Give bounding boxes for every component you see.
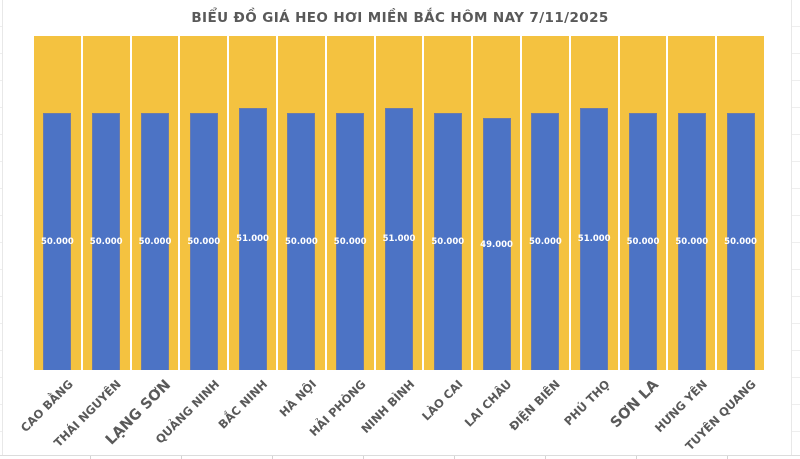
category-column: 51.000 (375, 36, 423, 370)
bar-value-label: 50.000 (675, 237, 709, 248)
x-axis-label: THÁI NGUYÊN (51, 377, 125, 450)
bar-value-label: 50.000 (40, 237, 74, 248)
bar-value-label: 50.000 (187, 237, 221, 248)
category-column: 50.000 (522, 36, 569, 370)
x-axis-label: CAO BẰNG (17, 377, 76, 435)
x-axis-label: SƠN LA (608, 377, 663, 432)
price-bar: 50.000 (724, 113, 757, 370)
x-axis-label: LẠNG SƠN (103, 377, 175, 449)
x-axis-label: QUẢNG NINH (152, 377, 222, 447)
price-bar: 50.000 (626, 113, 660, 370)
price-bar: 50.000 (431, 113, 465, 370)
category-column: 49.000 (473, 36, 520, 370)
bar-value-label: 50.000 (431, 237, 465, 248)
chart-title: BIỂU ĐỒ GIÁ HEO HƠI MIỀN BẮC HÔM NAY 7/1… (191, 10, 609, 26)
category-column: 51.000 (229, 36, 276, 370)
bar-value-label: 50.000 (528, 237, 562, 248)
x-axis-label: HẢI PHÒNG (306, 377, 369, 440)
bar-value-label: 51.000 (577, 234, 611, 245)
bar-value-label: 49.000 (480, 239, 513, 250)
category-column: 50.000 (424, 36, 472, 370)
price-bar: 50.000 (333, 113, 367, 370)
bar-value-label: 51.000 (236, 234, 269, 245)
category-column: 50.000 (82, 36, 130, 370)
bar-value-label: 50.000 (89, 237, 123, 248)
bar-value-label: 50.000 (138, 237, 172, 248)
x-axis-label: PHÚ THỌ (560, 377, 613, 429)
x-axis-label: TUYÊN QUANG (682, 377, 759, 454)
category-column: 50.000 (619, 36, 667, 370)
x-axis-label: NINH BÌNH (357, 377, 417, 437)
price-bar: 50.000 (187, 113, 221, 370)
price-bar: 50.000 (138, 113, 172, 370)
category-column: 50.000 (180, 36, 228, 370)
price-bar: 50.000 (284, 113, 318, 370)
price-bar: 51.000 (382, 107, 416, 370)
category-column: 50.000 (668, 36, 716, 370)
worksheet-row-gridlines-left (0, 0, 2, 455)
x-axis-label: ĐIỆN BIÊN (506, 377, 564, 434)
x-axis-label: BẮC NINH (215, 377, 271, 432)
worksheet-row-gridlines-right (792, 0, 800, 455)
bar-value-label: 50.000 (724, 237, 757, 248)
worksheet-gridline-left (2, 0, 3, 455)
category-column: 50.000 (131, 36, 179, 370)
price-bar: 50.000 (89, 113, 123, 370)
x-axis-label: HÀ NỘI (276, 377, 320, 420)
x-axis-label: LÀO CAI (419, 377, 466, 424)
price-bar: 49.000 (480, 118, 513, 370)
category-column: 50.000 (34, 36, 81, 370)
price-bar: 51.000 (236, 107, 269, 370)
category-column: 50.000 (278, 36, 325, 370)
bar-value-label: 51.000 (382, 234, 416, 245)
x-axis-label: HƯNG YÊN (651, 377, 710, 436)
worksheet-gridline-right (791, 0, 792, 455)
bar-value-label: 50.000 (626, 237, 660, 248)
price-bar: 50.000 (675, 113, 709, 370)
category-column: 51.000 (570, 36, 618, 370)
price-bar: 51.000 (577, 107, 611, 370)
category-column: 50.000 (717, 36, 764, 370)
worksheet-gridline-bottom (0, 455, 800, 459)
price-bar: 50.000 (40, 113, 74, 370)
plot-area: 50.000 50.000 50.000 50.000 51.000 50.000 50.0… (33, 36, 765, 370)
bar-value-label: 50.000 (333, 237, 367, 248)
bar-value-label: 50.000 (284, 237, 318, 248)
price-bar: 50.000 (528, 113, 562, 370)
category-column: 50.000 (326, 36, 374, 370)
x-axis-label: LAI CHÂU (461, 377, 515, 430)
